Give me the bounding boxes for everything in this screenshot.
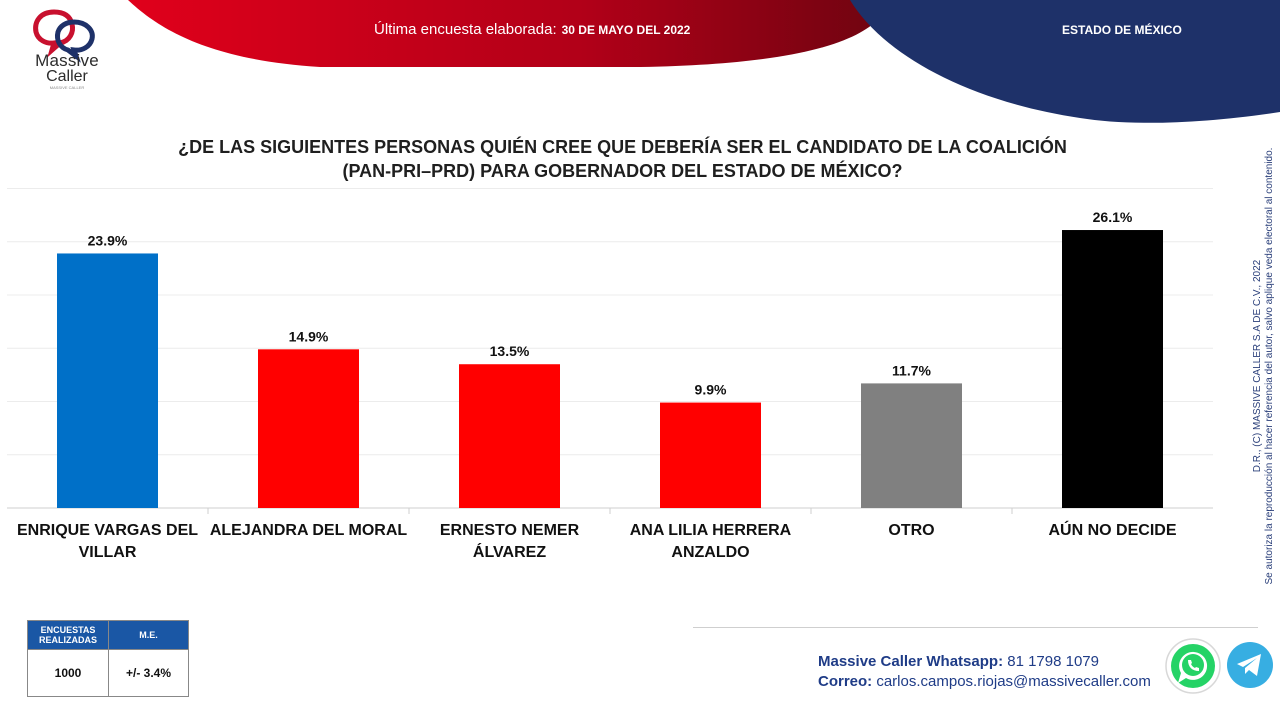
bar-1 <box>258 349 359 508</box>
bar-value-label-2: 13.5% <box>490 343 530 359</box>
margin-error-value: +/- 3.4% <box>108 649 189 697</box>
surveys-header: ENCUESTAS REALIZADAS <box>27 620 109 650</box>
bar-3 <box>660 402 761 508</box>
bar-5 <box>1062 230 1163 508</box>
bar-2 <box>459 364 560 508</box>
bar-4 <box>861 383 962 508</box>
whatsapp-number[interactable]: 81 1798 1079 <box>1007 653 1099 670</box>
category-label-0: ENRIQUE VARGAS DEL VILLAR <box>7 520 208 564</box>
whatsapp-line: Massive Caller Whatsapp: 81 1798 1079 <box>818 652 1151 672</box>
red-banner <box>128 0 890 67</box>
category-label-line: ALEJANDRA DEL MORAL <box>209 522 408 539</box>
bar-0 <box>57 253 158 508</box>
category-label-line: ANA LILIA HERRERA <box>629 522 792 539</box>
whatsapp-icon[interactable] <box>1164 637 1222 695</box>
category-label-line: AÚN NO DECIDE <box>1048 522 1177 539</box>
chart-question: ¿DE LAS SIGUIENTES PERSONAS QUIÉN CREE Q… <box>100 135 1145 183</box>
question-line-1: ¿DE LAS SIGUIENTES PERSONAS QUIÉN CREE Q… <box>178 137 1067 157</box>
copyright-line-1: D.R., (C) MASSIVE CALLER S.A DE C.V., 20… <box>1252 259 1263 473</box>
category-label-3: ANA LILIA HERRERA ANZALDO <box>610 520 811 564</box>
survey-date: Última encuesta elaborada: 30 DE MAYO DEL… <box>374 21 690 39</box>
category-label-5: AÚN NO DECIDE <box>1012 520 1213 542</box>
bar-value-label-4: 11.7% <box>892 362 931 378</box>
logo-brand-2: Caller <box>46 68 88 85</box>
logo-text: Massive Caller MASSIVE CALLER <box>22 52 112 90</box>
email-address[interactable]: carlos.campos.riojas@massivecaller.com <box>876 673 1151 690</box>
question-line-2: (PAN-PRI–PRD) PARA GOBERNADOR DEL ESTADO… <box>342 161 903 181</box>
footer-divider <box>693 627 1258 628</box>
category-label-4: OTRO <box>811 520 1012 542</box>
bar-value-label-1: 14.9% <box>289 328 329 344</box>
category-label-2: ERNESTO NEMER ÁLVAREZ <box>409 520 610 564</box>
category-label-line: ENRIQUE VARGAS DEL <box>16 522 199 539</box>
copyright-notice: D.R., (C) MASSIVE CALLER S.A DE C.V., 20… <box>1252 136 1276 596</box>
category-label-line: ERNESTO NEMER <box>439 522 580 539</box>
surveys-count: 1000 <box>27 649 109 697</box>
category-label-line: ANZALDO <box>671 544 750 561</box>
bar-chart: 23.9% 14.9% 13.5% 9.9% 11.7% 26.1% <box>7 188 1213 514</box>
logo-brand: Massive <box>35 51 99 70</box>
copyright-line-2: Se autoriza la reproducción al hacer ref… <box>1264 147 1275 585</box>
contact-info: Massive Caller Whatsapp: 81 1798 1079 Co… <box>818 652 1151 692</box>
bar-value-label-5: 26.1% <box>1093 209 1133 225</box>
header-banner <box>128 0 1280 123</box>
surveys-header-line-2: REALIZADAS <box>39 635 97 645</box>
survey-date-value: 30 DE MAYO DEL 2022 <box>561 23 691 37</box>
category-label-line: VILLAR <box>78 544 137 561</box>
survey-stats-table: ENCUESTAS REALIZADAS M.E. 1000 +/- 3.4% <box>27 620 189 697</box>
email-line: Correo: carlos.campos.riojas@massivecall… <box>818 672 1151 692</box>
logo-tagline: MASSIVE CALLER <box>49 85 85 90</box>
bar-value-label-0: 23.9% <box>88 232 128 248</box>
region-label: ESTADO DE MÉXICO <box>1062 23 1182 37</box>
survey-date-label: Última encuesta elaborada: <box>374 21 557 38</box>
email-label: Correo: <box>818 673 873 690</box>
category-labels: ENRIQUE VARGAS DEL VILLAR ALEJANDRA DEL MO… <box>7 520 1213 568</box>
massive-caller-logo <box>33 9 95 63</box>
bar-value-label-3: 9.9% <box>695 382 727 398</box>
category-label-line: OTRO <box>888 522 935 539</box>
category-label-1: ALEJANDRA DEL MORAL <box>208 520 409 542</box>
telegram-icon[interactable] <box>1226 641 1274 689</box>
whatsapp-label: Massive Caller Whatsapp: <box>818 653 1004 670</box>
category-label-line: ÁLVAREZ <box>472 544 547 561</box>
blue-banner <box>850 0 1280 123</box>
surveys-header-line-1: ENCUESTAS <box>40 625 96 635</box>
margin-error-header: M.E. <box>108 620 189 650</box>
